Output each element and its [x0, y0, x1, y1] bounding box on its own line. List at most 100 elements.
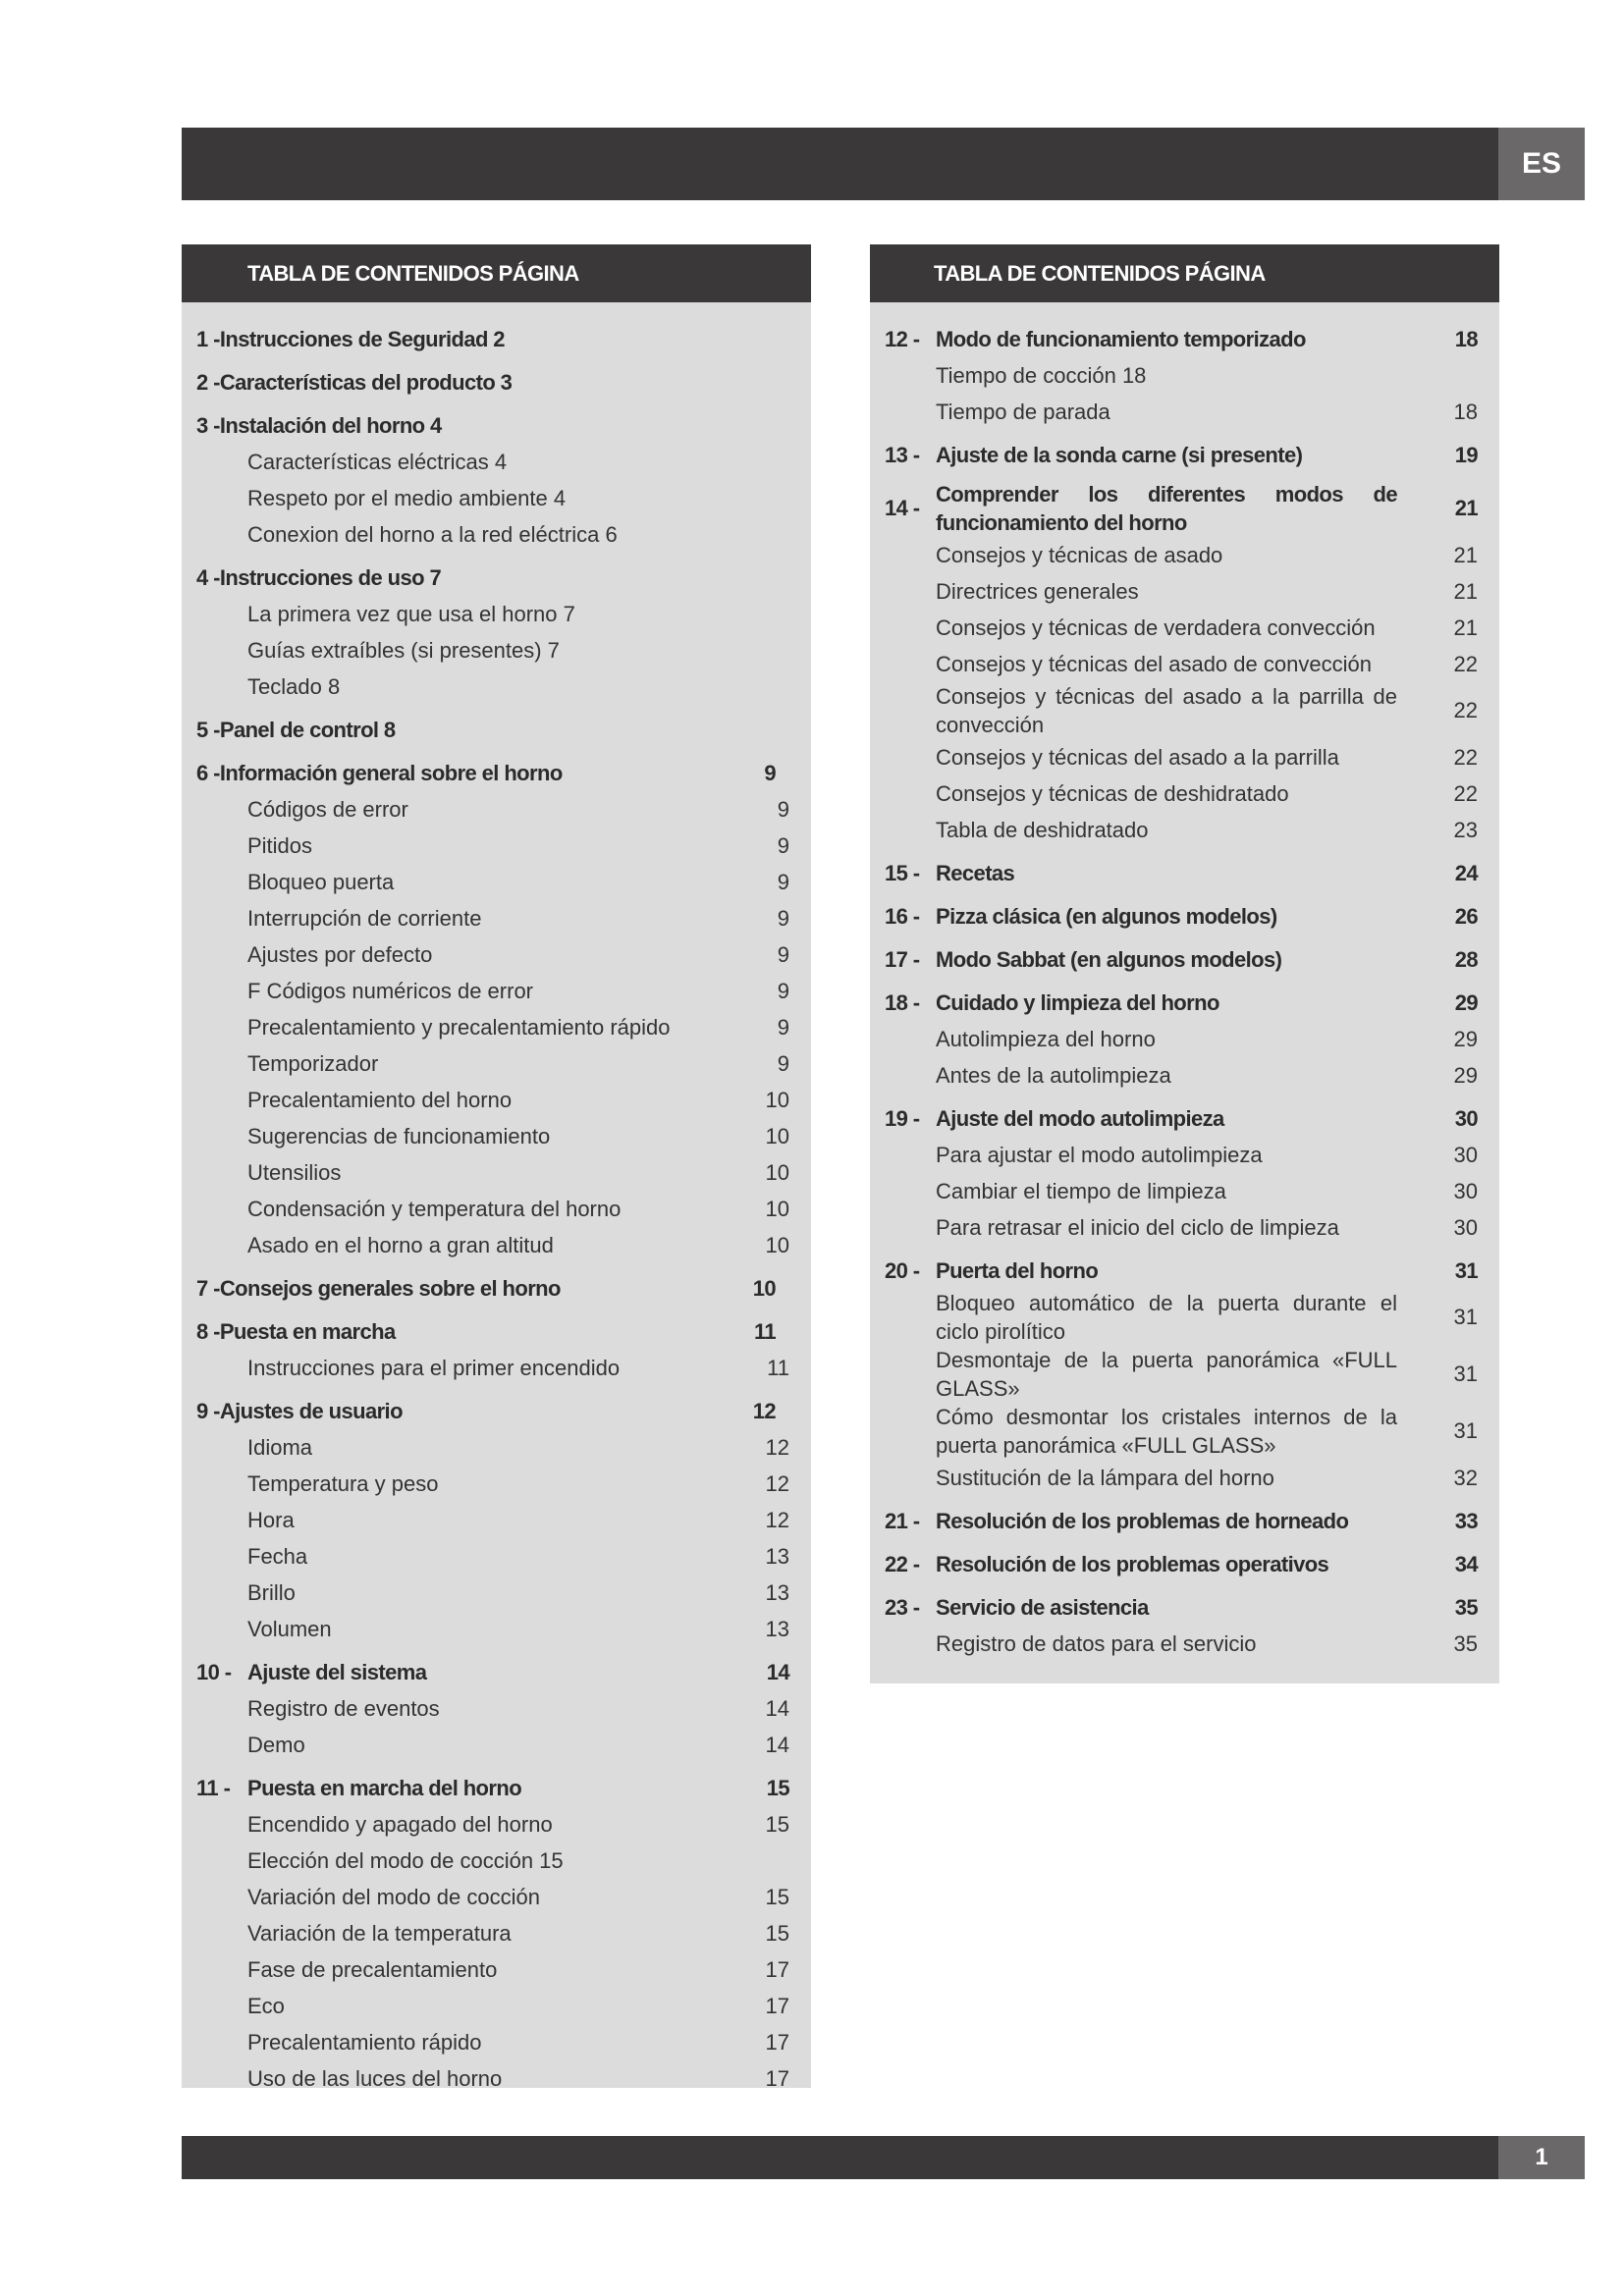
toc-subsection[interactable]: Encendido y apagado del horno 15 [182, 1806, 811, 1842]
toc-section[interactable]: 2 - Características del producto 3 [182, 364, 811, 400]
toc-subsection[interactable]: Idioma 12 [182, 1429, 811, 1466]
toc-section[interactable]: 8 - Puesta en marcha 11 [182, 1313, 811, 1350]
entry-title: Consejos generales sobre el horno [219, 1276, 562, 1301]
toc-subsection[interactable]: Precalentamiento y precalentamiento rápi… [182, 1009, 811, 1045]
toc-subsection[interactable]: Bloqueo puerta 9 [182, 864, 811, 900]
toc-section[interactable]: 12 - Modo de funcionamiento temporizado 18 [870, 321, 1499, 357]
toc-subsection[interactable]: Guías extraíbles (si presentes) 7 [182, 632, 811, 668]
toc-subsection[interactable]: Cómo desmontar los cristales internos de… [870, 1403, 1499, 1460]
toc-section[interactable]: 22 - Resolución de los problemas operativ… [870, 1546, 1499, 1582]
toc-subsection[interactable]: Fase de precalentamiento 17 [182, 1951, 811, 1988]
toc-subsection[interactable]: Registro de eventos 14 [182, 1690, 811, 1727]
toc-subsection[interactable]: Teclado 8 [182, 668, 811, 705]
toc-subsection[interactable]: Temporizador 9 [182, 1045, 811, 1082]
toc-section[interactable]: 13 - Ajuste de la sonda carne (si present… [870, 437, 1499, 473]
entry-title: Precalentamiento y precalentamiento rápi… [247, 1015, 671, 1040]
page-ref: 9 [777, 869, 789, 894]
toc-subsection[interactable]: Consejos y técnicas del asado de convecc… [870, 646, 1499, 682]
toc-subsection[interactable]: Demo 14 [182, 1727, 811, 1763]
toc-section[interactable]: 5 - Panel de control 8 [182, 712, 811, 748]
toc-subsection[interactable]: Ajustes por defecto 9 [182, 936, 811, 973]
toc-subsection[interactable]: Características eléctricas 4 [182, 444, 811, 480]
toc-subsection[interactable]: F Códigos numéricos de error 9 [182, 973, 811, 1009]
toc-subsection[interactable]: Consejos y técnicas del asado a la parri… [870, 739, 1499, 775]
section-number: 7 - [196, 1275, 220, 1301]
toc-subsection[interactable]: Conexion del horno a la red eléctrica 6 [182, 516, 811, 553]
entry-title: Códigos de error [247, 797, 408, 822]
toc-section[interactable]: 11 - Puesta en marcha del horno 15 [182, 1770, 811, 1806]
toc-subsection[interactable]: Consejos y técnicas del asado a la parri… [870, 682, 1499, 739]
page-ref: 10 [765, 1232, 789, 1257]
toc-subsection[interactable]: Utensilios 10 [182, 1154, 811, 1191]
toc-section[interactable]: 3 - Instalación del horno 4 [182, 407, 811, 444]
toc-subsection[interactable]: Consejos y técnicas de deshidratado 22 [870, 775, 1499, 812]
section-number: 17 - [885, 946, 920, 972]
toc-subsection[interactable]: Respeto por el medio ambiente 4 [182, 480, 811, 516]
toc-section[interactable]: 23 - Servicio de asistencia 35 [870, 1589, 1499, 1626]
toc-subsection[interactable]: Directrices generales 21 [870, 573, 1499, 610]
toc-subsection[interactable]: Tiempo de parada 18 [870, 394, 1499, 430]
toc-subsection[interactable]: Sugerencias de funcionamiento 10 [182, 1118, 811, 1154]
toc-subsection[interactable]: Consejos y técnicas de asado 21 [870, 537, 1499, 573]
toc-section[interactable]: 21 - Resolución de los problemas de horne… [870, 1503, 1499, 1539]
page-ref: 21 [1454, 496, 1479, 520]
toc-subsection[interactable]: Sustitución de la lámpara del horno 32 [870, 1460, 1499, 1496]
toc-section[interactable]: 19 - Ajuste del modo autolimpieza 30 [870, 1100, 1499, 1137]
toc-section[interactable]: 14 - Comprender los diferentes modos de f… [870, 480, 1499, 537]
toc-subsection[interactable]: Para ajustar el modo autolimpieza 30 [870, 1137, 1499, 1173]
toc-subsection[interactable]: La primera vez que usa el horno 7 [182, 596, 811, 632]
toc-section[interactable]: 4 - Instrucciones de uso 7 [182, 560, 811, 596]
toc-subsection[interactable]: Pitidos 9 [182, 828, 811, 864]
toc-subsection[interactable]: Hora 12 [182, 1502, 811, 1538]
toc-section[interactable]: 1 - Instrucciones de Seguridad 2 [182, 321, 811, 357]
toc-subsection[interactable]: Asado en el horno a gran altitud 10 [182, 1227, 811, 1263]
toc-section[interactable]: 20 - Puerta del horno 31 [870, 1253, 1499, 1289]
toc-section[interactable]: 15 - Recetas 24 [870, 855, 1499, 891]
toc-subsection[interactable]: Eco 17 [182, 1988, 811, 2024]
toc-section[interactable]: 16 - Pizza clásica (en algunos modelos) 26 [870, 898, 1499, 934]
toc-subsection[interactable]: Variación de la temperatura 15 [182, 1915, 811, 1951]
toc-subsection[interactable]: Precalentamiento rápido 17 [182, 2024, 811, 2060]
page-ref: 9 [777, 905, 789, 931]
toc-subsection[interactable]: Condensación y temperatura del horno 10 [182, 1191, 811, 1227]
toc-subsection[interactable]: Autolimpieza del horno 29 [870, 1021, 1499, 1057]
page-ref: 12 [752, 1398, 777, 1423]
toc-subsection[interactable]: Desmontaje de la puerta panorámica «FULL… [870, 1346, 1499, 1403]
toc-subsection[interactable]: Volumen 13 [182, 1611, 811, 1647]
toc-subsection[interactable]: Elección del modo de cocción 15 [182, 1842, 811, 1879]
toc-section[interactable]: 6 - Información general sobre el horno 9 [182, 755, 811, 791]
toc-subsection[interactable]: Instrucciones para el primer encendido 11 [182, 1350, 811, 1386]
toc-subsection[interactable]: Variación del modo de cocción 15 [182, 1879, 811, 1915]
toc-section[interactable]: 18 - Cuidado y limpieza del horno 29 [870, 985, 1499, 1021]
page-ref: 21 [1453, 578, 1478, 604]
section-number: 21 - [885, 1508, 920, 1533]
section-number: 15 - [885, 860, 920, 885]
toc-subsection[interactable]: Para retrasar el inicio del ciclo de lim… [870, 1209, 1499, 1246]
entry-title: Tabla de deshidratado [936, 818, 1149, 842]
toc-subsection[interactable]: Bloqueo automático de la puerta durante … [870, 1289, 1499, 1346]
toc-subsection[interactable]: Tabla de deshidratado 23 [870, 812, 1499, 848]
toc-panel-right: TABLA DE CONTENIDOS PÁGINA 12 - Modo de f… [870, 244, 1499, 1683]
entry-title: Consejos y técnicas de asado [936, 543, 1223, 567]
page-ref: 32 [1453, 1465, 1478, 1490]
toc-section[interactable]: 9 - Ajustes de usuario 12 [182, 1393, 811, 1429]
entry-title: Consejos y técnicas del asado a la parri… [936, 745, 1339, 770]
toc-subsection[interactable]: Brillo 13 [182, 1575, 811, 1611]
toc-subsection[interactable]: Uso de las luces del horno 17 [182, 2060, 811, 2097]
toc-subsection[interactable]: Cambiar el tiempo de limpieza 30 [870, 1173, 1499, 1209]
entry-title: Comprender los diferentes modos de funci… [936, 482, 1398, 535]
toc-section[interactable]: 10 - Ajuste del sistema 14 [182, 1654, 811, 1690]
toc-subsection[interactable]: Antes de la autolimpieza 29 [870, 1057, 1499, 1094]
toc-subsection[interactable]: Fecha 13 [182, 1538, 811, 1575]
toc-section[interactable]: 17 - Modo Sabbat (en algunos modelos) 28 [870, 941, 1499, 978]
toc-subsection[interactable]: Tiempo de cocción 18 [870, 357, 1499, 394]
page-ref: 17 [765, 1993, 789, 2018]
toc-subsection[interactable]: Interrupción de corriente 9 [182, 900, 811, 936]
toc-subsection[interactable]: Códigos de error 9 [182, 791, 811, 828]
toc-subsection[interactable]: Consejos y técnicas de verdadera convecc… [870, 610, 1499, 646]
toc-section[interactable]: 7 - Consejos generales sobre el horno 10 [182, 1270, 811, 1307]
toc-subsection[interactable]: Registro de datos para el servicio 35 [870, 1626, 1499, 1662]
page-ref: 9 [777, 941, 789, 967]
toc-subsection[interactable]: Precalentamiento del horno 10 [182, 1082, 811, 1118]
toc-subsection[interactable]: Temperatura y peso 12 [182, 1466, 811, 1502]
